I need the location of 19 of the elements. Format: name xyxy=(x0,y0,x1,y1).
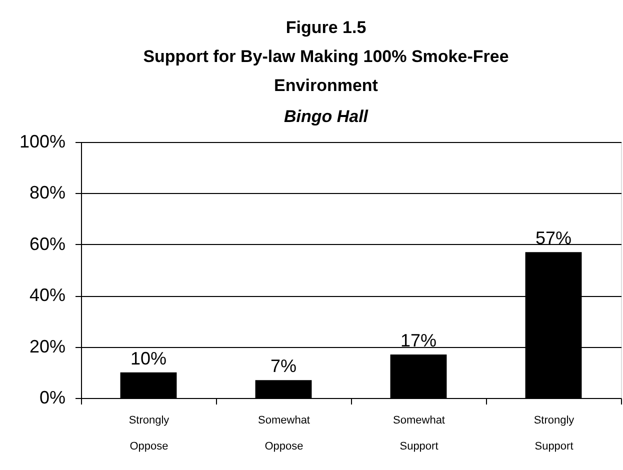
chart-subtitle: Bingo Hall xyxy=(284,107,370,126)
data-label: 17% xyxy=(400,330,437,350)
data-label: 57% xyxy=(535,228,572,248)
y-tick-label: 0% xyxy=(39,388,66,408)
category-label: Strongly Oppose xyxy=(128,414,170,452)
category-label: Somewhat Oppose xyxy=(258,414,310,452)
bar xyxy=(255,380,312,398)
y-tick-label: 20% xyxy=(29,336,66,356)
y-tick-label: 40% xyxy=(29,285,66,306)
bar xyxy=(120,372,177,398)
y-tick-label: 100% xyxy=(19,132,66,152)
y-tick-label: 60% xyxy=(29,234,66,254)
category-label: Strongly Support xyxy=(534,414,574,452)
data-label: 10% xyxy=(130,348,167,368)
bar xyxy=(390,354,447,398)
chart-title: Figure 1.5 Support for By-law Making 100% Smoke-Free Environment xyxy=(143,18,509,95)
data-label: 7% xyxy=(270,356,297,376)
category-label: Somewhat Support xyxy=(393,414,445,452)
y-tick-label: 80% xyxy=(29,182,66,203)
